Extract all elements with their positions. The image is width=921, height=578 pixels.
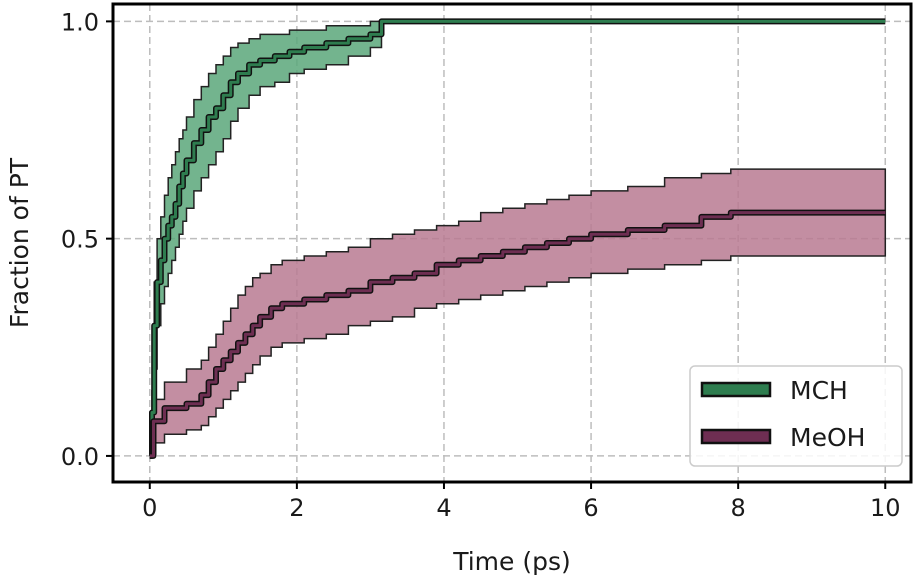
legend: MCH MeOH <box>689 365 903 467</box>
x-axis-label: Time (ps) <box>452 547 571 576</box>
y-axis-label: Fraction of PT <box>5 157 34 328</box>
legend-label-meoh: MeOH <box>790 423 865 452</box>
legend-swatch-meoh <box>700 428 772 445</box>
x-tick-label: 0 <box>142 494 157 522</box>
series-lines <box>149 18 886 459</box>
y-tick-label: 0.5 <box>61 226 99 254</box>
x-tick-label: 2 <box>289 494 304 522</box>
y-tick-label: 0.0 <box>61 443 99 471</box>
y-tick-label: 1.0 <box>61 8 99 36</box>
x-tick-label: 4 <box>436 494 451 522</box>
x-axis-ticks: 0 2 4 6 8 10 <box>142 482 901 522</box>
line-mch <box>149 19 886 458</box>
x-tick-label: 8 <box>731 494 746 522</box>
legend-label-mch: MCH <box>790 376 848 405</box>
legend-swatch-mch <box>700 381 772 398</box>
plot-frame <box>111 2 913 484</box>
band-mch <box>149 20 886 457</box>
x-tick-label: 10 <box>870 494 901 522</box>
x-tick-label: 6 <box>583 494 598 522</box>
y-axis-ticks: 0.0 0.5 1.0 <box>61 8 113 471</box>
line-meoh <box>149 211 886 458</box>
